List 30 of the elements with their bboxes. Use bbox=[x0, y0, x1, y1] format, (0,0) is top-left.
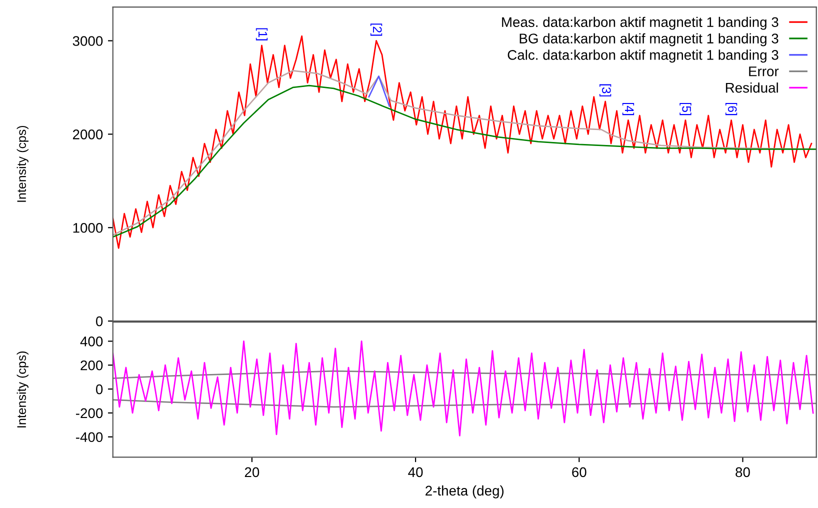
x-tick-label: 80 bbox=[736, 467, 750, 478]
y-tick-label: 3000 bbox=[72, 36, 103, 46]
y-tick-label: 2000 bbox=[72, 130, 103, 140]
x-tick-label: 20 bbox=[244, 467, 260, 478]
annotation: [3] bbox=[599, 84, 612, 96]
legend-label: Calc. data:karbon aktif magnetit 1 banding 3 bbox=[508, 50, 778, 63]
x-tick-label: 60 bbox=[572, 467, 586, 478]
line-series bbox=[112, 370, 816, 379]
line-series bbox=[112, 340, 814, 436]
y-axis-title: Intensity (cps) bbox=[16, 352, 28, 428]
y-tick-label: 0 bbox=[96, 384, 103, 394]
legend-label: Meas. data:karbon aktif magnetit 1 banding 3 bbox=[502, 16, 778, 30]
legend-label: Error bbox=[749, 66, 779, 76]
legend-label: BG data:karbon aktif magnetit 1 banding 3 bbox=[520, 33, 778, 46]
y-tick-label: 1000 bbox=[73, 222, 103, 233]
x-axis-title: 2-theta (deg) bbox=[426, 485, 504, 498]
legend-label: Residual bbox=[726, 82, 778, 93]
line-series bbox=[112, 399, 816, 408]
y-tick-label: -200 bbox=[76, 408, 103, 418]
y-tick-label: 400 bbox=[80, 336, 103, 346]
annotation: [4] bbox=[622, 102, 634, 116]
annotation: [2] bbox=[370, 24, 382, 36]
annotation: [6] bbox=[725, 102, 738, 116]
y-tick-label: 0 bbox=[96, 316, 103, 326]
y-tick-label: -400 bbox=[76, 432, 103, 442]
annotation: [5] bbox=[680, 102, 692, 116]
y-tick-label: 200 bbox=[80, 360, 103, 370]
y-axis-title: Intensity (cps) bbox=[16, 126, 28, 202]
x-tick-label: 40 bbox=[408, 467, 423, 478]
annotation: [1] bbox=[256, 28, 268, 40]
